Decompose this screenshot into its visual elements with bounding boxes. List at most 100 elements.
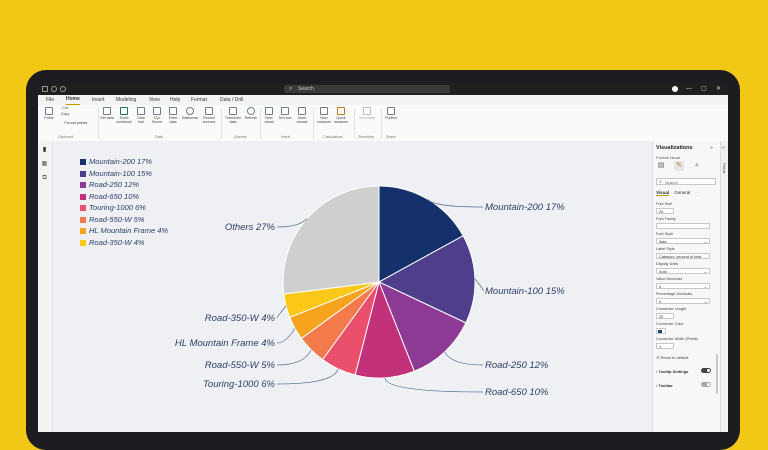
more-visuals-button[interactable]: More visuals <box>294 107 310 124</box>
pie-chart[interactable]: Mountain-200 17% Mountain-100 15% Road-250… <box>53 141 652 432</box>
tooltip-settings-section[interactable]: › Tooltip Settings <box>656 369 689 374</box>
tab-general[interactable]: General <box>674 190 691 195</box>
label-connector <box>444 351 484 366</box>
text-box-button[interactable]: Text box <box>278 107 292 120</box>
tab-home[interactable]: Home <box>66 95 80 105</box>
paste-icon <box>45 107 53 115</box>
publish-button[interactable]: Publish <box>384 107 398 120</box>
slice-data-label: Touring-1000 6% <box>203 379 276 390</box>
format-search-input[interactable]: ⌕ Search <box>656 178 716 185</box>
report-view-icon[interactable]: ▮ <box>42 147 47 153</box>
excel-workbook-button[interactable]: Excel workbook <box>116 107 132 124</box>
percentage-decimals-select[interactable]: 0 ⌄ <box>656 298 710 304</box>
toolbar-label: Toolbar <box>658 383 673 388</box>
slice-data-label: Road-350-W 4% <box>205 313 276 324</box>
undo-icon[interactable] <box>51 86 57 92</box>
format-painter-button[interactable]: Format painter <box>56 121 96 125</box>
tooltip-settings-toggle[interactable] <box>701 368 711 373</box>
ribbon-divider <box>354 108 355 138</box>
user-avatar[interactable] <box>672 86 678 92</box>
model-view-icon[interactable]: ⧉ <box>42 175 47 181</box>
percentage-decimals-label: Percentage Decimals <box>656 292 693 296</box>
minimize-button[interactable]: — <box>686 86 692 92</box>
legend-label: Mountain-200 17% <box>89 157 152 166</box>
text-box-icon <box>281 107 289 115</box>
pie-slice[interactable] <box>378 281 467 372</box>
sensitivity-button[interactable]: Sensitivity <box>357 107 377 120</box>
value-decimals-select[interactable]: 0 ⌄ <box>656 283 710 289</box>
paste-button[interactable]: Paste <box>42 107 56 120</box>
transform-data-button[interactable]: Transform data <box>223 107 243 124</box>
table-view-icon[interactable]: ▦ <box>41 161 48 167</box>
format-search-placeholder: Search <box>665 180 678 185</box>
slice-data-label: Road-650 10% <box>485 387 549 398</box>
legend-label: HL Mountain Frame 4% <box>89 226 169 235</box>
font-family-input[interactable] <box>656 223 710 229</box>
tab-visual[interactable]: Visual <box>656 190 670 196</box>
font-size-input[interactable]: 20 <box>656 208 674 214</box>
dataverse-label: Dataverse <box>181 116 199 120</box>
get-data-button[interactable]: Get data <box>100 107 114 120</box>
expand-fields-icon[interactable]: « <box>722 145 725 151</box>
pane-scrollbar[interactable] <box>716 354 718 394</box>
legend-swatch <box>80 216 86 223</box>
new-visual-button[interactable]: New visual <box>262 107 276 124</box>
ribbon-divider <box>98 108 99 138</box>
label-style-label: Label Style <box>656 247 675 251</box>
more-options-icon[interactable]: ··· <box>695 190 700 195</box>
get-data-label: Get data <box>100 116 114 120</box>
title-search-input[interactable]: ⌕ Search <box>284 85 450 93</box>
group-data-label: Data <box>155 135 163 139</box>
format-visual-label: Format visual <box>656 155 681 160</box>
new-visual-icon <box>265 107 273 115</box>
powerbi-window: ⌕ Search — ▢ ✕ File Home Insert Modeling… <box>38 83 728 432</box>
close-button[interactable]: ✕ <box>716 86 722 92</box>
report-page: Mountain-200 17% Mountain-100 15% Road-250… <box>53 141 652 432</box>
slice-data-label: HL Mountain Frame 4% <box>175 338 276 349</box>
restore-button[interactable]: ▢ <box>701 86 707 92</box>
tab-data-drill[interactable]: Data / Drill <box>220 97 244 103</box>
format-visual-icon[interactable]: ✎ <box>674 161 684 171</box>
font-style-select[interactable]: Italic ⌄ <box>656 238 710 244</box>
cut-button[interactable]: Cut <box>58 106 72 110</box>
display-units-label: Display Units <box>656 262 679 266</box>
tab-file[interactable]: File <box>46 97 55 103</box>
reset-to-default-link[interactable]: ↺ Reset to default <box>656 355 689 360</box>
data-hub-button[interactable]: Data hub <box>134 107 148 124</box>
tab-help[interactable]: Help <box>170 97 181 103</box>
pie-slice[interactable] <box>282 185 380 295</box>
dataverse-button[interactable]: Dataverse <box>181 107 199 120</box>
fields-pane-collapsed[interactable]: « Fields <box>720 141 728 432</box>
analytics-icon[interactable]: ⌕ <box>695 162 699 169</box>
collapse-pane-icon[interactable]: » <box>710 145 713 151</box>
build-visual-icon[interactable]: ▤ <box>657 162 665 169</box>
redo-icon[interactable] <box>60 86 66 92</box>
tab-modeling[interactable]: Modeling <box>116 97 137 103</box>
toolbar-toggle[interactable] <box>701 382 711 387</box>
refresh-button[interactable]: Refresh <box>244 107 258 120</box>
label-style-select[interactable]: Category, percent of total <box>656 253 710 259</box>
quick-measure-button[interactable]: Quick measure <box>333 107 349 124</box>
save-icon[interactable] <box>42 86 48 92</box>
tab-view[interactable]: View <box>149 97 160 103</box>
connector-length-input[interactable]: 20 <box>656 313 674 319</box>
group-calculations-label: Calculations <box>323 135 343 139</box>
text-box-label: Text box <box>278 116 292 120</box>
connector-color-picker[interactable] <box>656 328 666 334</box>
tab-format[interactable]: Format <box>191 97 207 103</box>
ribbon-tabs: File Home Insert Modeling View Help Form… <box>38 95 728 105</box>
more-visuals-icon <box>298 107 306 115</box>
enter-data-button[interactable]: Enter data <box>166 107 180 124</box>
new-measure-button[interactable]: New measure <box>316 107 332 124</box>
display-units-select[interactable]: Auto ⌄ <box>656 268 710 274</box>
connector-length-value: 20 <box>659 315 664 319</box>
ribbon-divider <box>221 108 222 138</box>
recent-sources-button[interactable]: Recent sources <box>200 107 218 124</box>
connector-width-input[interactable]: 1 <box>656 343 674 349</box>
copy-button[interactable]: Copy <box>58 112 72 116</box>
slice-data-label: Mountain-200 17% <box>485 202 565 213</box>
tab-insert[interactable]: Insert <box>92 97 105 103</box>
pie-slice[interactable] <box>377 235 476 324</box>
sql-server-button[interactable]: SQL Server <box>150 107 164 124</box>
toolbar-section[interactable]: › Toolbar <box>656 383 673 388</box>
